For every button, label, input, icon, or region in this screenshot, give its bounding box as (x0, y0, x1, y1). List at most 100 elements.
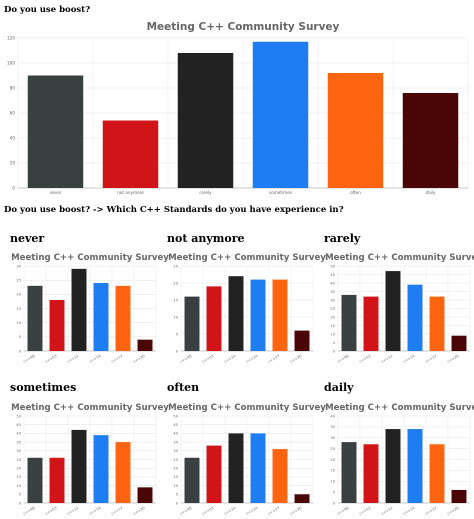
bar-c-11 (71, 268, 87, 351)
bar-c-03 (363, 296, 379, 351)
x-tick-label: c++14 (403, 354, 417, 364)
chart-title: Meeting C++ Community Survey (325, 403, 474, 413)
x-tick-label: not anymore (117, 190, 144, 195)
bar-c-14 (250, 279, 266, 351)
bar-c-20 (294, 330, 310, 351)
y-tick-label: 50 (173, 414, 178, 418)
y-tick-label: 30 (16, 264, 21, 268)
x-tick-label: c++17 (111, 506, 124, 516)
bar-c-20 (137, 487, 153, 503)
y-tick-label: 15 (173, 475, 178, 479)
x-tick-label: c++20 (447, 506, 461, 516)
bar-c-11 (228, 276, 244, 351)
bar-c-98 (184, 296, 200, 351)
y-tick-label: 15 (16, 307, 21, 311)
y-tick-label: 10 (173, 315, 178, 319)
gridlines (23, 265, 157, 352)
x-tick-label: c++20 (290, 506, 304, 516)
x-tick-label: c++03 (359, 354, 372, 364)
y-tick-label: 45 (330, 273, 335, 277)
y-tick-label: 50 (330, 264, 335, 268)
y-tick-label: 0 (176, 349, 179, 353)
panel-label-not-anymore: not anymore (167, 232, 245, 245)
x-tick-label: c++03 (45, 354, 58, 364)
y-tick-label: 40 (16, 432, 21, 436)
x-tick-label: c++14 (89, 506, 103, 516)
panel-label-often: often (167, 381, 200, 394)
y-tick-label: 30 (16, 449, 21, 453)
bar-c-14 (93, 283, 109, 351)
gridlines (337, 415, 471, 504)
bar-c-14 (250, 433, 266, 503)
y-tick-label: 20 (173, 466, 178, 470)
y-tick-label: 10 (330, 480, 335, 484)
bar-c-98 (341, 442, 357, 503)
x-tick-label: c++98 (180, 506, 194, 516)
bar-c-03 (49, 457, 65, 503)
y-tick-label: 10 (16, 321, 21, 325)
bar-c-17 (272, 449, 288, 503)
x-tick-label: c++03 (359, 506, 372, 516)
y-tick-label: 5 (176, 493, 178, 497)
y-tick-label: 10 (16, 484, 21, 488)
bar-c-20 (451, 489, 467, 503)
y-tick-label: 40 (330, 414, 335, 418)
y-tick-label: 0 (333, 501, 336, 505)
bar-c-14 (407, 284, 423, 351)
question-2: Do you use boost? -> Which C++ Standards… (4, 205, 344, 215)
x-tick-label: c++11 (67, 506, 80, 516)
y-tick-label: 5 (333, 490, 335, 494)
sometimes-bar-chart: Meeting C++ Community Survey 0 5 10 15 20 25 30… (11, 403, 169, 516)
bar-c-98 (341, 294, 357, 351)
x-tick-label: c++17 (425, 354, 438, 364)
x-tick-label: c++14 (246, 506, 260, 516)
x-tick-label: c++17 (268, 354, 281, 364)
x-tick-label: c++20 (133, 506, 147, 516)
x-tick-label: c++98 (337, 506, 351, 516)
y-tick-label: 25 (173, 458, 178, 462)
x-tick-label: c++11 (224, 506, 237, 516)
x-tick-label: sometimes (269, 190, 292, 195)
panel-label-sometimes: sometimes (10, 381, 77, 394)
bar-c-98 (27, 457, 43, 503)
bar-c-03 (363, 444, 379, 503)
y-tick-label: 5 (176, 332, 178, 336)
y-tick-label: 30 (330, 298, 335, 302)
bar-never (27, 75, 84, 188)
y-tick-label: 0 (19, 349, 22, 353)
gridlines (180, 415, 314, 504)
x-tick-label: c++11 (381, 506, 394, 516)
y-tick-label: 20 (16, 466, 21, 470)
chart-title: Meeting C++ Community Survey (168, 403, 326, 413)
x-tick-label: c++17 (425, 506, 438, 516)
y-tick-label: 25 (16, 458, 21, 462)
y-tick-label: 120 (7, 35, 15, 40)
bar-c-17 (115, 285, 131, 351)
y-tick-label: 0 (12, 185, 15, 190)
x-tick-label: c++20 (133, 354, 147, 364)
y-tick-label: 10 (173, 484, 178, 488)
main-bar-chart: Meeting C++ Community Survey 0 20 40 60 80 100… (7, 21, 469, 195)
x-tick-label: c++11 (381, 354, 394, 364)
y-tick-label: 35 (330, 290, 335, 294)
bar-c-98 (184, 457, 200, 503)
chart-title: Meeting C++ Community Survey (11, 403, 169, 413)
not-anymore-bar-chart: Meeting C++ Community Survey 0 5 10 15 20 25 c+… (168, 253, 326, 364)
bar-not-anymore (102, 120, 159, 188)
y-tick-label: 25 (330, 307, 335, 311)
y-tick-label: 15 (330, 469, 335, 473)
x-tick-label: c++20 (290, 354, 304, 364)
never-bar-chart: Meeting C++ Community Survey 0 5 10 15 20 25 30… (11, 253, 169, 364)
y-tick-label: 15 (173, 298, 178, 302)
y-tick-label: 0 (19, 501, 22, 505)
y-tick-label: 60 (10, 110, 16, 115)
y-tick-label: 5 (19, 493, 21, 497)
bar-rarely (177, 53, 234, 188)
y-tick-label: 40 (330, 281, 335, 285)
x-tick-label: c++17 (111, 354, 124, 364)
x-tick-label: c++14 (246, 354, 260, 364)
y-tick-label: 30 (330, 436, 335, 440)
x-tick-label: never (49, 190, 61, 195)
bar-c-14 (407, 429, 423, 503)
y-tick-label: 35 (173, 440, 178, 444)
